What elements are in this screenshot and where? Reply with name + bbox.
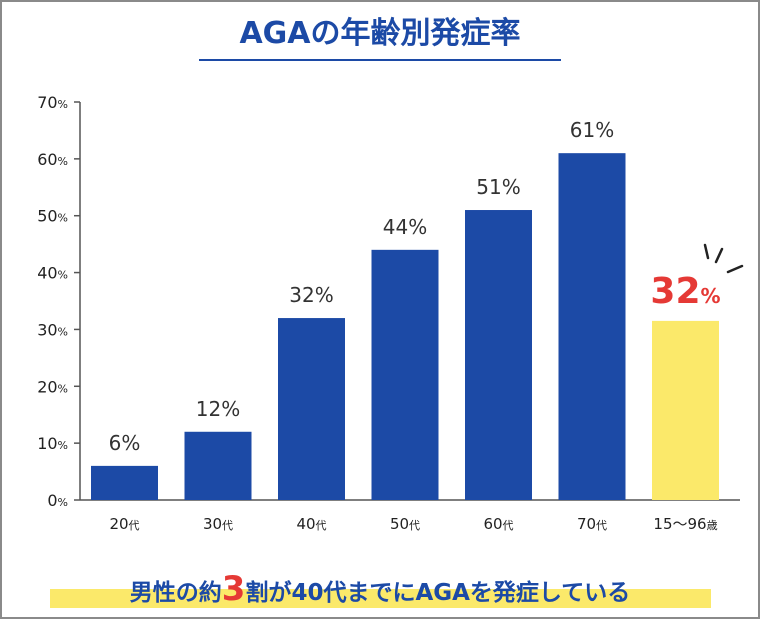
y-tick-label: 30% [37, 320, 68, 339]
y-tick-label: 0% [47, 491, 68, 510]
y-axis-ticks: 0% 10% 20% 30% 40% 50% 60% 70% [37, 93, 80, 510]
x-tick-label: 60代 [483, 515, 513, 533]
footer-highlight [50, 589, 711, 608]
emphasis-burst-icon [703, 243, 744, 274]
x-tick-label: 50代 [390, 515, 420, 533]
bar-value-label: 12% [196, 397, 240, 421]
burst-stroke [703, 243, 710, 260]
y-tick-label: 70% [37, 93, 68, 112]
y-tick-label: 50% [37, 207, 68, 226]
burst-stroke [726, 264, 744, 274]
footer-suffix: 割が40代までにAGAを発症している [245, 580, 631, 606]
bar [184, 431, 252, 500]
bar-value-label: 6% [109, 431, 141, 455]
x-tick-label: 70代 [577, 515, 607, 533]
bar-series [91, 153, 719, 500]
y-tick-label: 10% [37, 434, 68, 453]
bar [278, 318, 345, 500]
title-underline [199, 59, 561, 61]
bar-highlight [652, 320, 719, 500]
bar [371, 249, 439, 500]
bar [91, 465, 158, 500]
footer-prefix: 男性の約 [129, 580, 222, 606]
bar-value-label: 32% [289, 283, 333, 307]
category-labels: 20代 30代 40代 50代 60代 70代 15～96歳 [109, 515, 717, 533]
x-tick-label: 40代 [296, 515, 326, 533]
x-tick-label: 30代 [203, 515, 233, 533]
footer-caption: 男性の約3割が40代までにAGAを発症している [0, 572, 760, 607]
bar-value-label: 61% [570, 118, 614, 142]
footer-highlight-number: 3 [221, 569, 246, 609]
bar-value-label: 44% [383, 215, 427, 239]
data-labels: 6% 12% 32% 44% 51% 61% 32% [109, 118, 721, 455]
y-tick-label: 40% [37, 264, 68, 283]
y-tick-label: 20% [37, 377, 68, 396]
bar [465, 210, 532, 500]
burst-stroke [714, 247, 724, 264]
bar [558, 153, 626, 500]
y-tick-label: 60% [37, 150, 68, 169]
x-tick-label: 15～96歳 [653, 515, 717, 533]
x-tick-label: 20代 [109, 515, 139, 533]
bar-value-label-highlight: 32% [650, 271, 720, 312]
chart-title: AGAの年齢別発症率 [239, 16, 521, 51]
bar-value-label: 51% [476, 175, 520, 199]
